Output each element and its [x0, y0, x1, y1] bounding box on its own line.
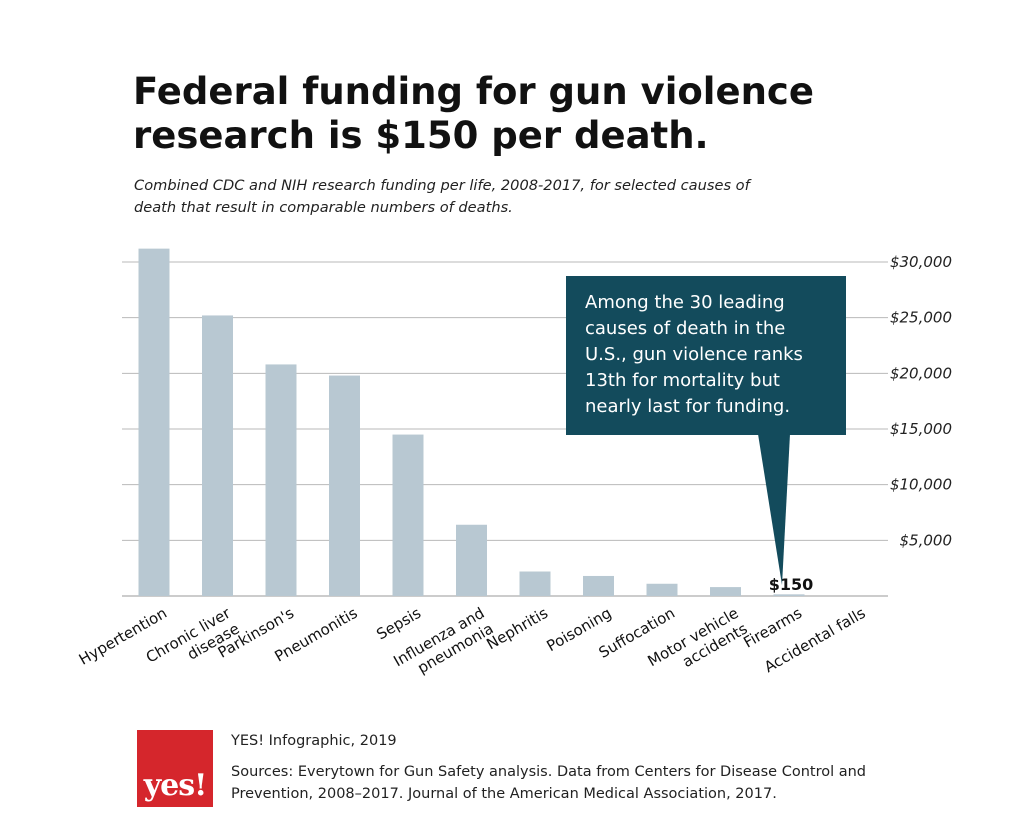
bar — [583, 575, 614, 596]
callout-text-line: causes of death in the — [585, 318, 785, 339]
bar — [646, 583, 678, 596]
callout-text-line: U.S., gun violence ranks — [585, 344, 803, 365]
callout-text-line: 13th for mortality but — [585, 370, 780, 391]
chart-title: Federal funding for gun violence researc… — [133, 70, 814, 157]
bar — [329, 375, 360, 596]
data-label: $150 — [769, 575, 814, 594]
bar — [456, 524, 487, 596]
y-tick-label: $25,000 — [890, 309, 952, 327]
bar — [710, 587, 741, 596]
x-tick-label: Sepsis — [373, 604, 424, 644]
x-tick-label: Nephritis — [483, 604, 551, 654]
footer-sources: Sources: Everytown for Gun Safety analys… — [231, 764, 866, 802]
bar — [265, 364, 297, 596]
bar — [773, 594, 805, 596]
bar — [138, 248, 170, 596]
chart-subtitle: Combined CDC and NIH research funding pe… — [134, 177, 750, 216]
bar — [519, 571, 551, 596]
y-tick-label: $15,000 — [890, 420, 952, 438]
callout-text-line: Among the 30 leading — [585, 292, 785, 313]
callout-pointer — [758, 434, 790, 585]
bar — [392, 434, 424, 596]
x-tick-label-line: Nephritis — [483, 604, 551, 654]
yes-logo: yes! — [137, 730, 213, 807]
y-tick-label: $30,000 — [890, 253, 952, 271]
callout-text-line: nearly last for funding. — [585, 396, 790, 417]
x-tick-label-line: Sepsis — [373, 604, 424, 644]
y-tick-label: $5,000 — [900, 531, 953, 549]
footer-credit: YES! Infographic, 2019 — [231, 733, 397, 749]
y-tick-label: $20,000 — [890, 364, 952, 382]
callout-box — [566, 276, 846, 435]
bar-chart: $5,000 $10,000 $15,000 $20,000 $25,000 $30,00… — [76, 248, 953, 677]
yes-logo-text: yes! — [143, 768, 208, 803]
y-tick-label: $10,000 — [890, 476, 952, 494]
bar — [202, 315, 233, 596]
